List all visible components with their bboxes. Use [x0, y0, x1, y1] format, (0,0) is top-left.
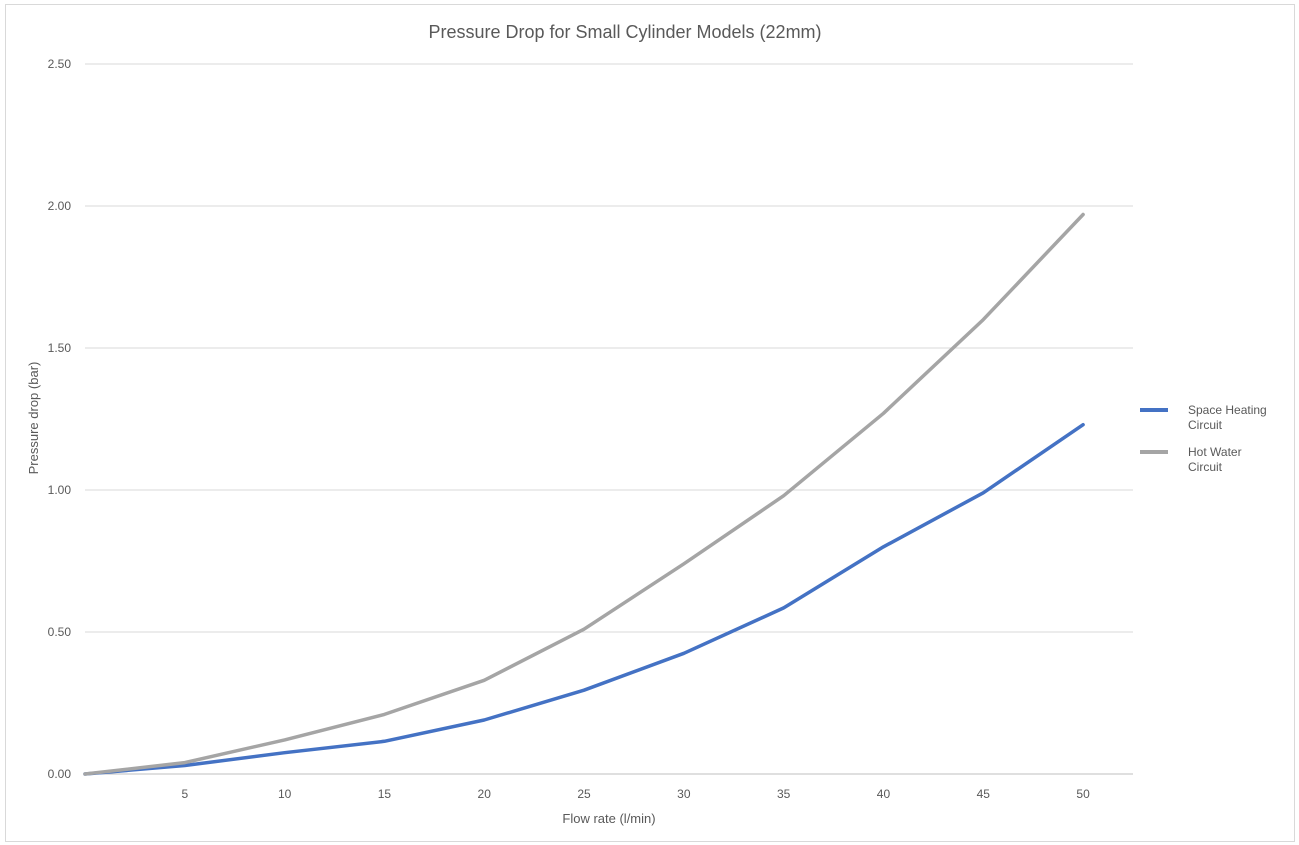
legend-label: Hot Water Circuit: [1188, 445, 1242, 474]
series-line-hot-water: [83, 212, 1085, 776]
grid-lines: [85, 63, 1133, 775]
series-line-space-heating: [83, 422, 1085, 776]
x-axis-ticks: 5 10 15 20 25 30 35 40 45 50: [181, 787, 1090, 801]
x-tick-label: 50: [1076, 787, 1090, 801]
x-tick-label: 20: [478, 787, 492, 801]
y-tick-label: 1.00: [48, 483, 72, 497]
chart-frame: [5, 4, 1295, 842]
legend: Space Heating Circuit Hot Water Circuit: [1140, 403, 1267, 474]
x-tick-label: 5: [181, 787, 188, 801]
chart-title: Pressure Drop for Small Cylinder Models …: [428, 22, 821, 42]
y-axis-ticks: 0.00 0.50 1.00 1.50 2.00 2.50: [48, 57, 72, 781]
y-tick-label: 0.50: [48, 625, 72, 639]
x-tick-label: 35: [777, 787, 791, 801]
series-lines: [83, 212, 1085, 776]
y-tick-label: 2.50: [48, 57, 72, 71]
x-axis-label: Flow rate (l/min): [562, 811, 655, 826]
x-tick-label: 15: [378, 787, 392, 801]
x-tick-label: 10: [278, 787, 292, 801]
legend-item-hot-water: Hot Water Circuit: [1140, 445, 1242, 474]
x-tick-label: 30: [677, 787, 691, 801]
y-tick-label: 0.00: [48, 767, 72, 781]
legend-item-space-heating: Space Heating Circuit: [1140, 403, 1267, 432]
y-axis-label: Pressure drop (bar): [26, 362, 41, 475]
y-tick-label: 2.00: [48, 199, 72, 213]
x-tick-label: 45: [977, 787, 991, 801]
x-tick-label: 25: [577, 787, 591, 801]
x-tick-label: 40: [877, 787, 891, 801]
y-tick-label: 1.50: [48, 341, 72, 355]
legend-label: Space Heating Circuit: [1188, 403, 1267, 432]
